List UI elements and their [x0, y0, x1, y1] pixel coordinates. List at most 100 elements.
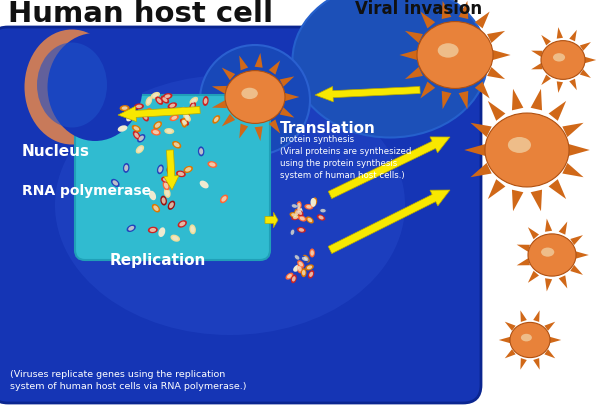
Ellipse shape: [151, 93, 160, 100]
Polygon shape: [531, 64, 543, 70]
Ellipse shape: [299, 262, 303, 267]
Ellipse shape: [241, 88, 258, 100]
Text: protein synthesis
(Viral proteins are synthesized
using the protein synthesis
sy: protein synthesis (Viral proteins are sy…: [280, 135, 412, 180]
Ellipse shape: [304, 205, 313, 210]
Polygon shape: [405, 68, 423, 80]
Polygon shape: [528, 271, 539, 283]
FancyArrow shape: [265, 213, 278, 228]
Ellipse shape: [307, 218, 312, 223]
Ellipse shape: [304, 257, 308, 261]
Ellipse shape: [178, 173, 184, 177]
Polygon shape: [562, 124, 584, 138]
Polygon shape: [421, 13, 435, 29]
Ellipse shape: [302, 257, 307, 261]
Ellipse shape: [291, 275, 297, 283]
Ellipse shape: [299, 217, 305, 221]
Text: Human host cell: Human host cell: [8, 0, 273, 28]
Ellipse shape: [152, 205, 160, 213]
Ellipse shape: [183, 109, 188, 114]
Polygon shape: [559, 222, 567, 235]
Polygon shape: [470, 164, 491, 178]
Polygon shape: [528, 228, 539, 240]
Ellipse shape: [293, 254, 301, 261]
Polygon shape: [530, 190, 542, 212]
Ellipse shape: [160, 196, 167, 206]
Ellipse shape: [153, 122, 162, 130]
Ellipse shape: [125, 111, 131, 115]
Polygon shape: [400, 51, 417, 61]
Ellipse shape: [152, 131, 159, 135]
Ellipse shape: [300, 256, 308, 262]
Ellipse shape: [181, 118, 187, 128]
Ellipse shape: [291, 214, 296, 217]
Ellipse shape: [225, 71, 285, 124]
Polygon shape: [557, 82, 563, 94]
Ellipse shape: [190, 225, 196, 235]
Ellipse shape: [164, 129, 174, 135]
Ellipse shape: [163, 178, 169, 182]
Ellipse shape: [290, 230, 295, 235]
Ellipse shape: [113, 181, 118, 186]
Polygon shape: [222, 115, 235, 127]
Polygon shape: [585, 58, 596, 64]
Ellipse shape: [306, 217, 314, 224]
Text: (Viruses replicate genes using the replication
system of human host cells via RN: (Viruses replicate genes using the repli…: [10, 369, 247, 390]
Ellipse shape: [179, 222, 185, 227]
Ellipse shape: [174, 143, 179, 148]
Polygon shape: [580, 70, 591, 79]
Text: Viral invasion: Viral invasion: [355, 0, 482, 18]
Ellipse shape: [185, 168, 191, 172]
Ellipse shape: [183, 114, 191, 122]
Ellipse shape: [320, 209, 326, 213]
Polygon shape: [280, 77, 295, 87]
Polygon shape: [442, 92, 451, 110]
Ellipse shape: [168, 167, 172, 173]
Ellipse shape: [163, 181, 170, 191]
Polygon shape: [254, 54, 263, 68]
Ellipse shape: [290, 204, 299, 209]
Ellipse shape: [212, 116, 220, 124]
Ellipse shape: [191, 99, 196, 104]
Ellipse shape: [136, 146, 144, 154]
Polygon shape: [569, 145, 590, 156]
Polygon shape: [488, 180, 505, 200]
Ellipse shape: [296, 206, 302, 214]
Polygon shape: [545, 279, 552, 292]
Ellipse shape: [298, 211, 302, 215]
Ellipse shape: [293, 265, 301, 272]
Polygon shape: [239, 56, 248, 71]
Ellipse shape: [111, 179, 119, 188]
Ellipse shape: [199, 149, 203, 155]
Ellipse shape: [221, 197, 227, 202]
Ellipse shape: [142, 113, 149, 122]
Ellipse shape: [297, 203, 301, 209]
Ellipse shape: [311, 198, 317, 207]
Ellipse shape: [541, 42, 585, 80]
Ellipse shape: [184, 166, 193, 174]
Ellipse shape: [37, 43, 107, 128]
Ellipse shape: [296, 209, 304, 217]
Ellipse shape: [310, 251, 314, 256]
Ellipse shape: [158, 228, 165, 237]
Polygon shape: [464, 145, 485, 156]
Ellipse shape: [164, 189, 170, 198]
Ellipse shape: [169, 203, 174, 209]
Ellipse shape: [137, 135, 145, 143]
Ellipse shape: [163, 94, 173, 100]
Ellipse shape: [528, 234, 576, 277]
Polygon shape: [269, 61, 280, 75]
Polygon shape: [533, 311, 539, 322]
Ellipse shape: [308, 271, 314, 279]
Ellipse shape: [172, 237, 178, 241]
Polygon shape: [475, 13, 490, 29]
Ellipse shape: [124, 110, 133, 117]
Ellipse shape: [208, 162, 217, 168]
FancyArrow shape: [164, 150, 179, 190]
FancyBboxPatch shape: [0, 28, 481, 403]
Polygon shape: [570, 236, 583, 245]
Ellipse shape: [134, 127, 139, 131]
Ellipse shape: [158, 167, 163, 173]
Polygon shape: [405, 32, 423, 44]
Ellipse shape: [510, 323, 550, 358]
Ellipse shape: [150, 193, 155, 199]
